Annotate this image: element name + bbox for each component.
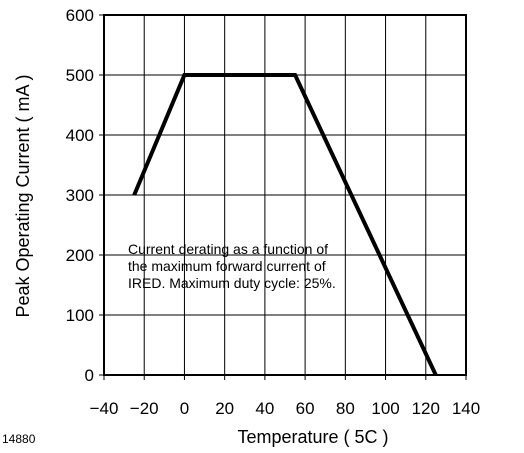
x-tick-label: 120 xyxy=(412,399,440,418)
x-tick-label: 100 xyxy=(371,399,399,418)
figure-id: 14880 xyxy=(2,432,36,446)
y-axis-label: Peak Operating Current ( mA ) xyxy=(13,74,33,317)
x-tick-label: 20 xyxy=(215,399,234,418)
x-tick-label: −20 xyxy=(130,399,159,418)
y-axis-ticks: 0 100 200 300 400 500 600 xyxy=(66,6,104,385)
annotation-line: IRED. Maximum duty cycle: 25%. xyxy=(128,275,336,291)
y-tick-label: 200 xyxy=(66,246,94,265)
x-axis-label: Temperature ( 5C ) xyxy=(237,427,388,447)
x-tick-label: 140 xyxy=(452,399,480,418)
y-tick-label: 0 xyxy=(85,366,94,385)
annotation-note: Current derating as a function of the max… xyxy=(128,241,336,291)
x-tick-label: 80 xyxy=(336,399,355,418)
annotation-line: the maximum forward current of xyxy=(128,258,326,274)
x-axis-ticks: −40 −20 0 20 40 60 80 100 120 140 xyxy=(90,375,480,418)
x-tick-label: 60 xyxy=(296,399,315,418)
annotation-line: Current derating as a function of xyxy=(128,241,328,257)
x-tick-label: 0 xyxy=(180,399,189,418)
y-tick-label: 300 xyxy=(66,186,94,205)
series-layer xyxy=(132,73,438,376)
x-tick-label: −40 xyxy=(90,399,119,418)
derating-curve xyxy=(132,73,438,376)
x-tick-label: 40 xyxy=(255,399,274,418)
y-tick-label: 600 xyxy=(66,6,94,25)
y-tick-label: 100 xyxy=(66,306,94,325)
y-tick-label: 400 xyxy=(66,126,94,145)
y-tick-label: 500 xyxy=(66,66,94,85)
